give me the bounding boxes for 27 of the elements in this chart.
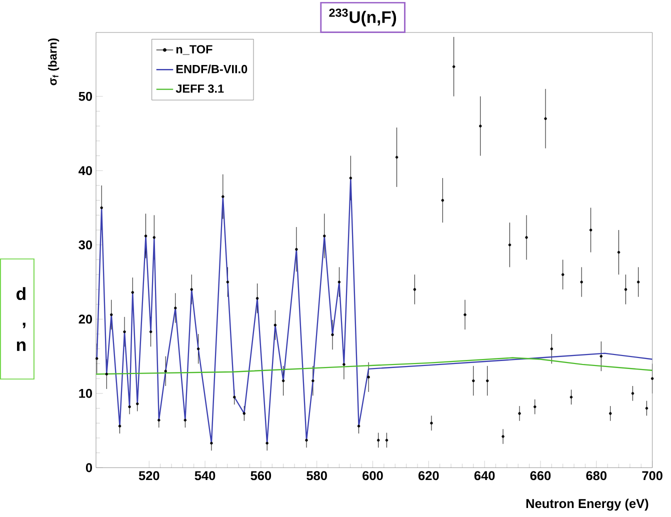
text: ,	[22, 322, 26, 328]
line-series	[96, 177, 652, 444]
x-tick-label: 580	[306, 471, 327, 480]
y-tick-label: 50	[78, 92, 92, 101]
line-series	[96, 357, 652, 375]
x-tick-label: 520	[138, 471, 160, 480]
x-tick-label: 680	[586, 471, 607, 480]
y-tick-label: 30	[78, 240, 92, 250]
y-tick-label: 20	[78, 314, 92, 324]
legend-label: ENDF/B-VII.0	[176, 64, 248, 74]
legend-label: JEFF 3.1	[176, 84, 224, 93]
y-tick-label: 0	[86, 463, 92, 472]
x-tick-label: 600	[362, 471, 383, 480]
chart-title: $^{233}$U(n,F)	[329, 8, 396, 26]
y-tick-label: 40	[78, 166, 92, 176]
legend-label: n_TOF	[176, 45, 212, 55]
text: n	[16, 341, 26, 351]
y-tick-label: 10	[79, 388, 92, 398]
x-tick-label: 640	[474, 471, 495, 480]
x-tick-label: 560	[250, 471, 272, 480]
x-tick-label: 700	[642, 471, 662, 480]
y-axis-title: σ$_{f}$ (barn)	[48, 38, 60, 86]
x-tick-label: 620	[418, 471, 439, 480]
x-axis-title: Neutron Energy (eV)	[526, 498, 648, 511]
x-tick-label: 660	[530, 471, 551, 480]
x-tick-label: 540	[194, 471, 216, 480]
text: d	[16, 287, 26, 300]
